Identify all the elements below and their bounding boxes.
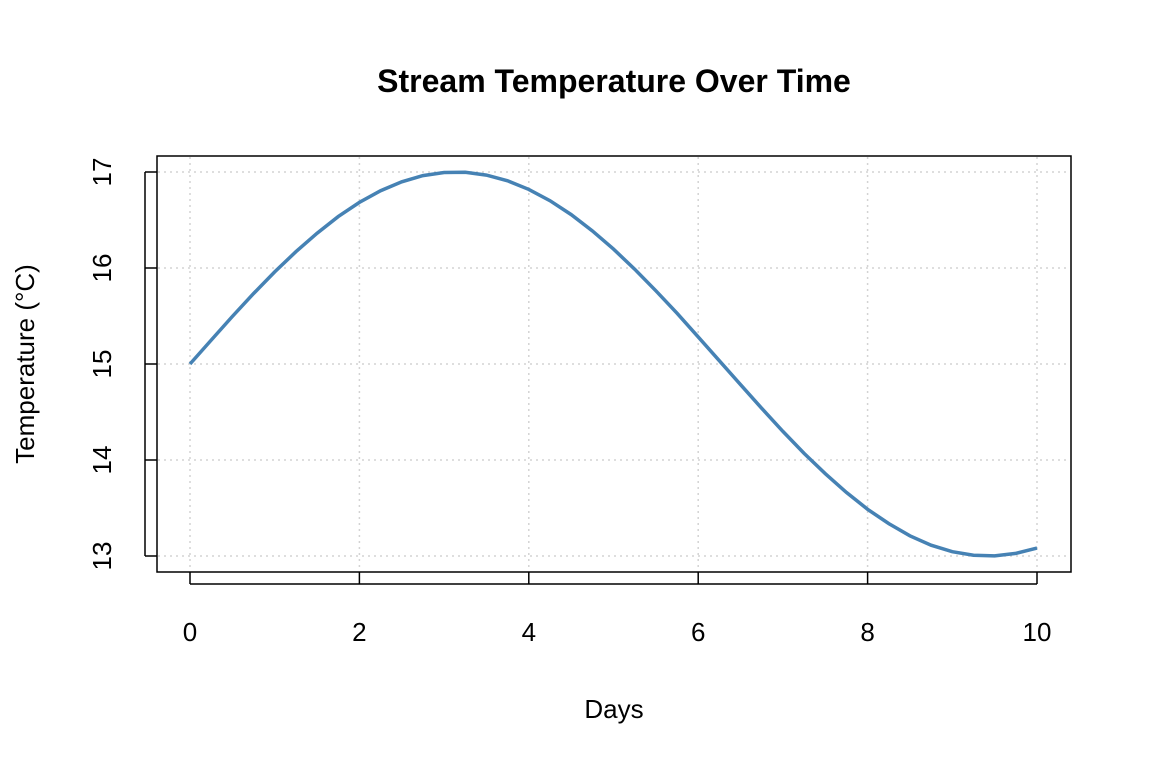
y-axis: 13 14 15 16 17 xyxy=(87,158,157,571)
chart-title: Stream Temperature Over Time xyxy=(377,63,851,99)
y-axis-label: Temperature (°C) xyxy=(10,264,40,464)
x-tick-label: 0 xyxy=(183,617,197,647)
x-tick-label: 8 xyxy=(860,617,874,647)
y-tick-label: 13 xyxy=(87,542,117,571)
y-tick-label: 15 xyxy=(87,350,117,379)
x-axis: 0 2 4 6 8 10 xyxy=(183,572,1052,647)
x-tick-label: 6 xyxy=(691,617,705,647)
y-tick-label: 14 xyxy=(87,446,117,475)
x-tick-label: 2 xyxy=(352,617,366,647)
x-axis-label: Days xyxy=(584,694,643,724)
x-tick-label: 10 xyxy=(1023,617,1052,647)
y-tick-label: 17 xyxy=(87,158,117,187)
grid xyxy=(158,157,1070,571)
temperature-line xyxy=(188,170,1038,558)
y-tick-label: 16 xyxy=(87,254,117,283)
x-tick-label: 4 xyxy=(522,617,536,647)
